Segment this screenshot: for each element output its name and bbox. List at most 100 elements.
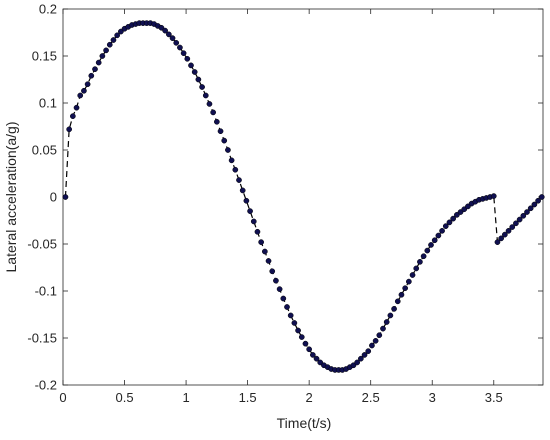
data-point <box>217 128 224 135</box>
data-point <box>77 92 84 99</box>
data-point <box>206 101 213 107</box>
data-point <box>505 227 512 234</box>
data-point <box>103 47 109 54</box>
data-point <box>302 340 309 347</box>
data-point <box>494 239 501 245</box>
data-point <box>431 237 438 244</box>
data-point <box>66 126 73 133</box>
data-point <box>284 304 290 310</box>
data-point <box>262 248 268 255</box>
data-point <box>110 37 117 43</box>
data-point <box>450 215 456 222</box>
x-tick-label: 0.5 <box>115 390 133 405</box>
data-point <box>232 166 239 173</box>
data-point <box>516 216 523 223</box>
data-point <box>383 319 390 325</box>
data-point <box>417 259 423 265</box>
data-point <box>177 44 183 51</box>
data-point <box>387 312 394 319</box>
data-point <box>191 69 198 75</box>
data-point <box>538 194 545 200</box>
y-tick-label: -0.05 <box>27 237 57 252</box>
data-point <box>247 208 253 214</box>
data-point <box>520 212 527 219</box>
x-tick-label: 0 <box>59 390 66 405</box>
data-point <box>273 277 279 284</box>
data-point <box>313 355 320 362</box>
series-layer <box>62 20 545 373</box>
data-point <box>287 312 294 319</box>
data-point <box>502 231 508 238</box>
data-point <box>106 41 113 48</box>
data-point <box>225 147 231 153</box>
data-point <box>236 177 242 183</box>
data-point <box>524 209 530 215</box>
data-point <box>413 265 420 272</box>
data-point <box>369 342 375 349</box>
data-point <box>298 334 305 340</box>
data-point <box>243 197 250 204</box>
data-point <box>446 219 453 226</box>
data-point <box>221 137 228 144</box>
data-point <box>180 50 187 57</box>
x-tick-label: 2 <box>306 390 313 405</box>
x-tick-label: 1.5 <box>239 390 257 405</box>
data-point <box>402 285 408 292</box>
data-point <box>372 337 379 344</box>
data-point <box>162 27 168 34</box>
data-point <box>81 87 87 94</box>
data-point <box>490 193 497 199</box>
data-point <box>92 66 98 73</box>
data-point <box>199 84 205 90</box>
y-tick-label: -0.15 <box>27 331 57 346</box>
data-point <box>239 187 246 194</box>
data-point <box>310 352 316 358</box>
data-point <box>70 113 76 120</box>
data-point <box>188 62 194 69</box>
y-tick-label: -0.2 <box>35 378 57 393</box>
data-point <box>291 320 298 326</box>
y-tick-label: 0.05 <box>32 143 57 158</box>
x-tick-label: 3 <box>429 390 436 405</box>
data-point <box>442 223 449 229</box>
data-point <box>169 35 176 41</box>
plot-area-border <box>62 8 544 386</box>
data-point <box>184 55 191 62</box>
x-axis-label: Time(t/s) <box>277 415 332 431</box>
y-tick-label: -0.1 <box>35 284 57 299</box>
y-tick-label: 0.1 <box>39 96 57 111</box>
data-point <box>173 39 180 46</box>
data-point <box>228 157 235 164</box>
data-point <box>62 194 69 200</box>
y-axis-ticks: -0.2 -0.15 -0.1 -0.05 0 0.05 0.1 0.15 0.2 <box>27 2 543 393</box>
data-point <box>214 118 220 125</box>
data-point <box>73 104 80 111</box>
data-point <box>509 224 516 230</box>
series-line <box>64 22 543 371</box>
data-point <box>380 325 386 332</box>
data-point <box>358 355 364 362</box>
data-point <box>88 72 95 79</box>
data-point <box>254 228 261 235</box>
data-point <box>409 272 416 278</box>
data-point <box>531 201 538 208</box>
data-point <box>376 332 383 339</box>
data-point <box>428 242 434 248</box>
data-point <box>114 32 121 39</box>
data-point <box>166 31 172 38</box>
data-point <box>354 359 360 366</box>
data-point <box>99 53 106 59</box>
data-point <box>420 253 427 260</box>
data-point <box>210 109 216 116</box>
data-point <box>276 286 283 292</box>
data-point <box>195 76 202 83</box>
y-axis-label: Lateral acceleration(a/g) <box>3 122 19 273</box>
data-point <box>513 220 519 227</box>
axes-frame <box>62 8 544 386</box>
data-point <box>535 197 541 204</box>
x-tick-label: 1 <box>182 390 189 405</box>
x-axis-ticks: 0 0.5 1 1.5 2 2.5 3 3.5 <box>59 9 503 405</box>
data-point <box>202 92 209 99</box>
